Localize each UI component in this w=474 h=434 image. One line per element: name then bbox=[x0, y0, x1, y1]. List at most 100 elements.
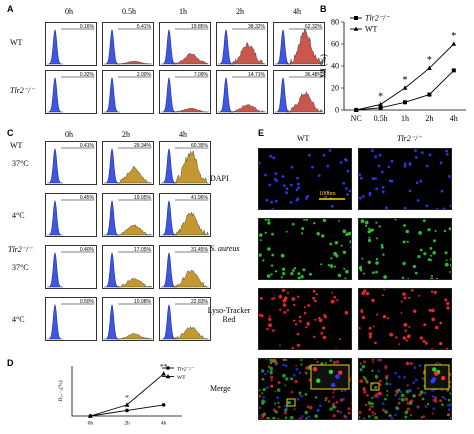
cell-dot bbox=[381, 294, 384, 297]
cell-dot bbox=[313, 222, 316, 225]
cell-dot bbox=[337, 273, 342, 278]
cell-dot bbox=[269, 154, 272, 158]
cell-dot bbox=[442, 396, 444, 399]
histogram-peak-positive bbox=[229, 42, 266, 65]
cell-dot bbox=[359, 196, 362, 200]
cell-dot bbox=[269, 366, 273, 371]
panel-a-histogram: 5.41% bbox=[102, 22, 154, 66]
panel-b-letter: B bbox=[320, 4, 327, 14]
cell-dot bbox=[416, 199, 420, 202]
cell-dot bbox=[297, 182, 300, 186]
cell-dot bbox=[439, 321, 443, 325]
cell-dot bbox=[419, 336, 423, 340]
cell-dot bbox=[259, 406, 262, 409]
cell-dot bbox=[381, 190, 385, 194]
cell-dot bbox=[300, 363, 303, 366]
cell-dot bbox=[266, 274, 271, 278]
panel-a-histogram: 14.71% bbox=[216, 70, 268, 114]
cell-dot bbox=[403, 224, 406, 227]
cell-dot bbox=[276, 388, 281, 392]
cell-dot bbox=[452, 367, 453, 370]
panel-a-histogram: 0.16% bbox=[45, 22, 97, 66]
micrograph-dots: 100um bbox=[259, 149, 351, 209]
cell-dot bbox=[363, 390, 367, 394]
cell-dot bbox=[375, 258, 378, 261]
legend-marker bbox=[165, 374, 171, 379]
cell-dot bbox=[377, 164, 381, 168]
data-point bbox=[451, 41, 457, 46]
cell-dot bbox=[345, 232, 349, 236]
panel-a-time-label: 0h bbox=[65, 7, 73, 16]
cell-dot bbox=[293, 319, 296, 322]
cell-dot bbox=[331, 291, 334, 294]
cell-dot bbox=[342, 250, 347, 254]
cell-dot bbox=[383, 289, 386, 291]
histogram-peak-positive bbox=[172, 326, 209, 340]
cell-dot bbox=[261, 369, 265, 373]
cell-dot bbox=[433, 398, 438, 403]
inset-cell bbox=[434, 371, 439, 376]
cell-dot bbox=[385, 382, 389, 385]
cell-dot bbox=[368, 335, 372, 339]
cell-dot bbox=[367, 415, 371, 418]
data-point bbox=[125, 408, 129, 413]
cell-dot bbox=[259, 239, 262, 242]
data-point bbox=[451, 68, 456, 73]
cell-dot bbox=[431, 389, 434, 392]
cell-dot bbox=[326, 190, 330, 194]
cell-dot bbox=[339, 161, 343, 164]
cell-dot bbox=[303, 311, 307, 315]
cell-dot bbox=[402, 240, 406, 244]
cell-dot bbox=[334, 348, 338, 349]
cell-dot bbox=[412, 381, 416, 385]
cell-dot bbox=[341, 389, 344, 392]
cell-dot bbox=[363, 360, 366, 364]
cell-dot bbox=[264, 372, 267, 376]
panel-a-percent: 0.32% bbox=[79, 72, 94, 78]
cell-dot bbox=[282, 363, 285, 367]
cell-dot bbox=[259, 389, 261, 392]
cell-dot bbox=[409, 401, 413, 406]
cell-dot bbox=[445, 347, 449, 349]
cell-dot bbox=[270, 200, 273, 204]
cell-dot bbox=[284, 359, 288, 362]
panel-a-percent: 19.85% bbox=[191, 24, 208, 30]
cell-dot bbox=[405, 339, 408, 342]
cell-dot bbox=[314, 318, 317, 321]
cell-dot bbox=[400, 300, 403, 303]
cell-dot bbox=[274, 199, 278, 203]
cell-dot bbox=[375, 237, 378, 240]
data-point bbox=[402, 85, 408, 90]
x-tick-label: NC bbox=[351, 114, 362, 123]
x-tick-label: 4h bbox=[450, 114, 458, 123]
cell-dot bbox=[430, 277, 434, 279]
cell-dot bbox=[433, 290, 437, 295]
cell-dot bbox=[447, 398, 451, 402]
cell-dot bbox=[277, 401, 280, 404]
cell-dot bbox=[423, 323, 427, 327]
cell-dot bbox=[270, 384, 274, 388]
cell-dot bbox=[363, 389, 366, 392]
cell-dot bbox=[365, 220, 369, 225]
cell-dot bbox=[359, 173, 362, 177]
cell-dot bbox=[285, 230, 288, 233]
cell-dot bbox=[407, 278, 410, 279]
cell-dot bbox=[316, 408, 320, 412]
cell-dot bbox=[301, 232, 304, 235]
histogram-peak-control bbox=[47, 200, 63, 236]
legend-marker bbox=[166, 366, 170, 370]
cell-dot bbox=[371, 228, 375, 232]
cell-dot bbox=[307, 304, 311, 307]
cell-dot bbox=[312, 289, 316, 293]
cell-dot bbox=[378, 392, 382, 396]
cell-dot bbox=[276, 396, 279, 400]
panel-e-row-label: S. aureus bbox=[210, 244, 240, 253]
histogram-peak-control bbox=[161, 29, 177, 65]
cell-dot bbox=[380, 243, 384, 247]
panel-a-percent: 14.71% bbox=[248, 72, 265, 78]
histogram-peak-positive bbox=[171, 211, 209, 236]
cell-dot bbox=[304, 410, 308, 415]
panel-c-percent: 22.83% bbox=[191, 299, 208, 305]
panel-a-time-label: 2h bbox=[236, 7, 244, 16]
